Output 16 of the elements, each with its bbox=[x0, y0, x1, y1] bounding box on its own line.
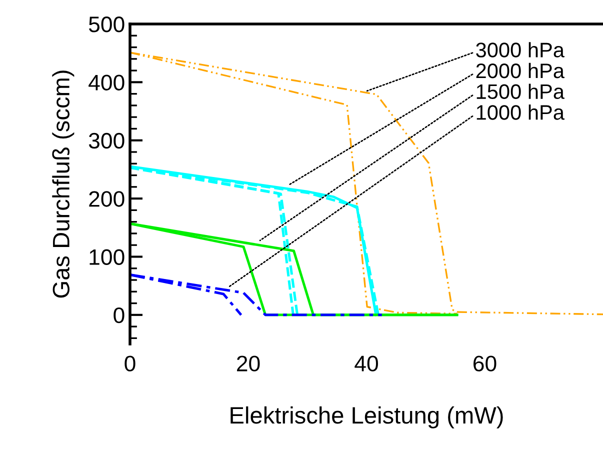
annotation: 1000 hPa bbox=[476, 104, 564, 120]
x-tick-label: 60 bbox=[474, 356, 496, 372]
x-tick-label: 40 bbox=[354, 356, 378, 372]
y-axis-title: Gas Durchfluß (sccm) bbox=[52, 70, 74, 298]
annotation: 1500 hPa bbox=[476, 84, 564, 100]
y-tick-label: 0 bbox=[114, 307, 124, 324]
y-tick-label: 100 bbox=[90, 249, 124, 265]
annotation: 3000 hPa bbox=[476, 42, 564, 58]
y-tick-label: 400 bbox=[88, 74, 124, 90]
annotation: 2000 hPa bbox=[476, 62, 564, 78]
x-axis-title: Elektrische Leistung (mW) bbox=[230, 406, 503, 428]
x-tick-label: 0 bbox=[124, 356, 136, 372]
y-tick-label: 200 bbox=[89, 191, 124, 207]
x-tick-label: 20 bbox=[237, 356, 260, 372]
y-tick-label: 500 bbox=[88, 16, 124, 32]
y-tick-label: 300 bbox=[88, 132, 124, 149]
